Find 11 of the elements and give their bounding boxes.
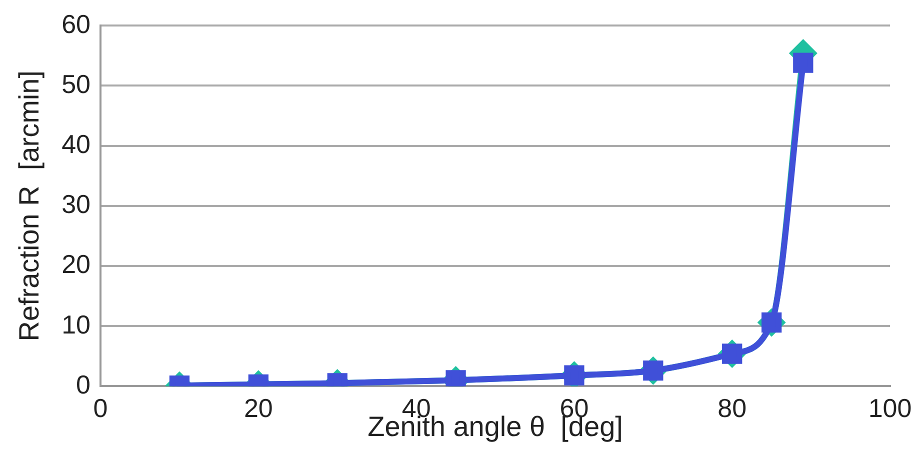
y-tick-label: 30 <box>62 189 91 220</box>
y-tick-label: 60 <box>62 8 91 39</box>
y-tick-label: 0 <box>76 369 91 400</box>
y-tick-label: 20 <box>62 249 91 280</box>
x-tick-label: 20 <box>244 392 273 423</box>
x-tick-label: 80 <box>718 392 747 423</box>
y-tick-label: 40 <box>62 128 91 159</box>
y-axis-title: Refraction R [arcmin] <box>14 70 45 342</box>
y-tick-label: 50 <box>62 68 91 99</box>
x-tick-label: 100 <box>868 392 912 423</box>
y-tick-label: 10 <box>62 309 91 340</box>
